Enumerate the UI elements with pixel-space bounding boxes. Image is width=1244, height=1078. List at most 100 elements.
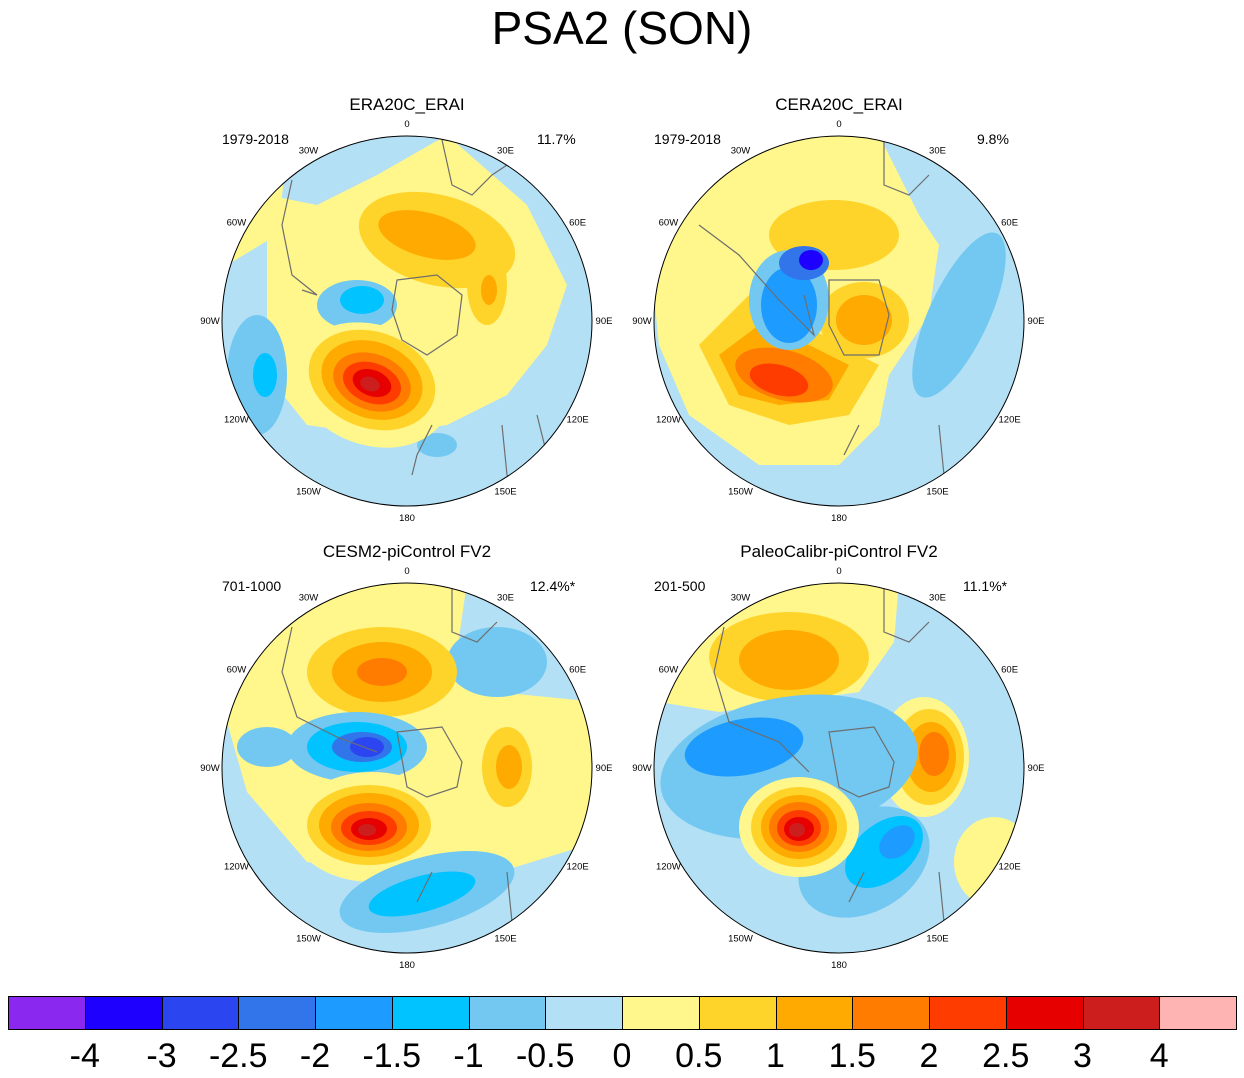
panel-years: 1979-2018: [222, 131, 289, 147]
longitude-labels: 0 30E 60E 90E 120E 150E 180 150W 120W 90W 60W 30W: [200, 119, 612, 524]
longitude-label: 120E: [567, 862, 589, 873]
longitude-label: 90E: [596, 316, 613, 327]
polar-map: 0 30E 60E 90E 120E 150E 180 150W 120W 90W 60W 30W: [632, 566, 1044, 971]
longitude-label: 90W: [632, 763, 652, 774]
colorbar-swatch: [84, 996, 163, 1030]
contour-fill: [481, 275, 497, 305]
longitude-label: 60W: [659, 665, 679, 676]
colorbar-swatch: [1159, 996, 1237, 1030]
longitude-label: 60E: [569, 665, 586, 676]
contour-fill: [739, 630, 839, 690]
colorbar-tick-label: -3: [146, 1037, 177, 1075]
contour-fill: [789, 823, 805, 837]
longitude-label: 120W: [656, 415, 681, 426]
colorbar-tick-label: -2: [299, 1037, 331, 1075]
longitude-label: 150E: [926, 934, 948, 945]
colorbar-tick-label: 3: [1073, 1037, 1092, 1075]
contour-fill: [912, 232, 1006, 398]
colorbar-tick-label: 1: [766, 1037, 785, 1075]
colorbar: [8, 996, 1237, 1032]
coastline: [698, 140, 970, 496]
longitude-label: 30W: [731, 592, 751, 603]
colorbar-swatch: [468, 996, 547, 1030]
panel-years: 1979-2018: [654, 131, 721, 147]
longitude-label: 60E: [569, 218, 586, 229]
panel-title: PaleoCalibr-piControl FV2: [740, 542, 938, 561]
coastline: [281, 139, 548, 502]
longitude-label: 30W: [299, 592, 319, 603]
colorbar-tick-label: 1.5: [828, 1037, 876, 1075]
longitude-label: 0: [836, 119, 841, 130]
colorbar-swatch: [775, 996, 854, 1030]
colorbar-tick-label: 2.5: [982, 1037, 1030, 1075]
colorbar-swatch: [1082, 996, 1161, 1030]
panel-title: CESM2-piControl FV2: [322, 542, 492, 561]
colorbar-tick-label: 4: [1149, 1037, 1169, 1075]
contour-fill: [879, 825, 915, 859]
colorbar-swatch: [698, 996, 777, 1030]
longitude-label: 150W: [728, 487, 753, 498]
longitude-label: 0: [404, 119, 409, 130]
colorbar-tick-label: -0.5: [515, 1037, 575, 1075]
coastline: [713, 587, 970, 943]
contour-fill: [357, 658, 407, 686]
longitude-label: 90W: [200, 316, 220, 327]
longitude-label: 180: [831, 513, 847, 524]
longitude-label: 150W: [296, 934, 321, 945]
colorbar-swatch: [622, 996, 700, 1030]
panel-variance-percent: 11.7%: [537, 131, 576, 147]
longitude-label: 90E: [596, 763, 613, 774]
colorbar-swatch: [238, 996, 316, 1030]
longitude-label: 120W: [224, 862, 249, 873]
longitude-label: 60W: [227, 218, 247, 229]
colorbar-swatch: [545, 996, 623, 1030]
contour-fill: [799, 250, 823, 270]
contour-fill: [954, 817, 1024, 907]
longitude-labels: 0 30E 60E 90E 120E 150E 180 150W 120W 90W 60W 30W: [200, 566, 612, 971]
map-frame: [653, 582, 1025, 954]
longitude-label: 90W: [200, 763, 220, 774]
map-panel-paleocalibr-picontrol: PaleoCalibr-piControl FV2 201-500 11.1%*: [632, 542, 1044, 971]
longitude-labels: 0 30E 60E 90E 120E 150E 180 150W 120W 90W 60W 30W: [632, 566, 1044, 971]
longitude-label: 180: [831, 960, 847, 971]
longitude-label: 30E: [929, 592, 946, 603]
longitude-label: 150E: [494, 934, 516, 945]
colorbar-swatch: [315, 996, 393, 1030]
longitude-labels: 0 30E 60E 90E 120E 150E 180 150W 120W 90W 60W 30W: [632, 119, 1044, 524]
map-panel-cera20c-erai: CERA20C_ERAI 1979-2018 9.8% 0 30E 60E 90E 12…: [632, 95, 1044, 524]
panel-title: CERA20C_ERAI: [775, 95, 903, 114]
panel-years: 701-1000: [222, 578, 282, 594]
contour-fill: [340, 286, 384, 314]
map-frame: [221, 135, 593, 507]
longitude-label: 30E: [929, 145, 946, 156]
longitude-label: 30E: [497, 145, 514, 156]
colorbar-tick-label: 2: [919, 1037, 939, 1075]
longitude-label: 30E: [497, 592, 514, 603]
longitude-label: 180: [399, 513, 415, 524]
contour-fill: [919, 732, 949, 776]
polar-map: 0 30E 60E 90E 120E 150E 180 150W 120W 90W 60W 30W: [632, 119, 1044, 524]
colorbar-swatch: [161, 996, 240, 1030]
contour-fill: [496, 745, 522, 789]
panel-variance-percent: 12.4%*: [530, 578, 576, 594]
longitude-label: 150E: [494, 487, 516, 498]
longitude-label: 90W: [632, 316, 652, 327]
map-frame: [221, 582, 593, 954]
contour-fill: [684, 717, 804, 777]
longitude-label: 150W: [728, 934, 753, 945]
longitude-label: 120E: [999, 415, 1021, 426]
longitude-label: 60W: [227, 665, 247, 676]
map-frame: [653, 135, 1025, 507]
map-panel-cesm2-picontrol: CESM2-piControl FV2 701-1000 12.4%*: [200, 542, 612, 971]
figure-title: PSA2 (SON): [491, 2, 753, 54]
longitude-label: 120E: [567, 415, 589, 426]
colorbar-tick-label: -4: [69, 1037, 100, 1075]
longitude-label: 180: [399, 960, 415, 971]
contour-fill: [358, 824, 376, 836]
colorbar-tick-label: 0: [612, 1037, 632, 1075]
polar-map: 0 30E 60E 90E 120E 150E 180 150W 120W 90W 60W 30W: [200, 566, 612, 971]
longitude-label: 120W: [224, 415, 249, 426]
longitude-label: 30W: [299, 145, 319, 156]
longitude-label: 60E: [1001, 665, 1018, 676]
colorbar-swatch: [391, 996, 470, 1030]
